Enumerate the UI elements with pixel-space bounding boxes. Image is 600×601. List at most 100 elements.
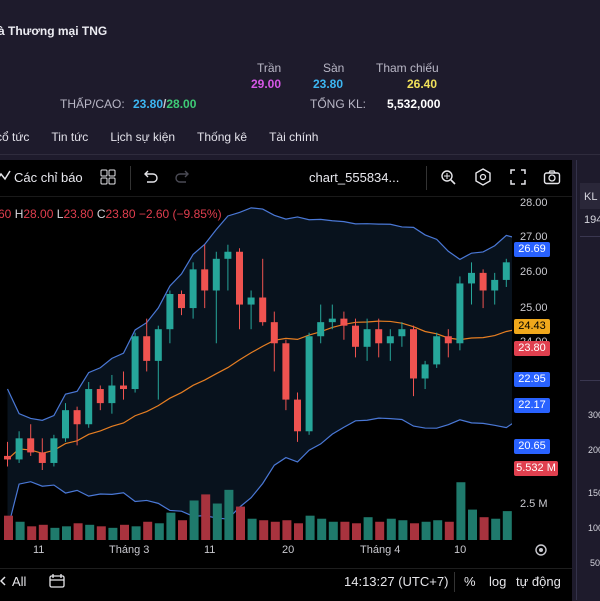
candle-body bbox=[282, 343, 290, 400]
ohlc-change: −2.60 (−9.85%) bbox=[138, 207, 222, 221]
volume-bar bbox=[27, 526, 37, 540]
low-high-label: THẤP/CAO: bbox=[60, 97, 125, 111]
panel-tick: 100 bbox=[588, 523, 600, 533]
clock-display[interactable]: 14:13:27 (UTC+7) bbox=[344, 574, 449, 589]
candle-body bbox=[340, 318, 348, 326]
undo-icon[interactable] bbox=[141, 168, 159, 186]
volume-bar bbox=[201, 494, 211, 540]
ohlc-high-label: H bbox=[14, 207, 24, 221]
log-toggle[interactable]: log bbox=[489, 574, 507, 589]
volume-bar bbox=[38, 524, 48, 540]
volume-bar bbox=[224, 489, 234, 540]
volume-badge: 5.532 M bbox=[514, 461, 558, 476]
chart-name[interactable]: chart_555834... bbox=[309, 170, 400, 185]
volume-bar bbox=[479, 517, 489, 540]
y-tick: 25.00 bbox=[520, 302, 548, 314]
volume-bar bbox=[85, 524, 95, 540]
candle-body bbox=[85, 389, 93, 425]
low-high-values: 23.80/28.00 bbox=[133, 97, 196, 111]
indicators-button[interactable]: Các chỉ báo bbox=[14, 170, 83, 185]
floor-value: 23.80 bbox=[313, 77, 344, 91]
auto-scale-toggle[interactable]: tự động bbox=[516, 574, 561, 589]
divider bbox=[0, 154, 600, 155]
candle-body bbox=[433, 336, 441, 365]
panel-tick: 300 bbox=[588, 410, 600, 420]
crosshair-icon[interactable] bbox=[439, 168, 457, 186]
price-badge: 23.80 bbox=[514, 341, 550, 356]
tab-news[interactable]: Tin tức bbox=[51, 130, 89, 144]
bollinger-band-fill bbox=[7, 207, 512, 530]
volume-bar bbox=[50, 527, 60, 540]
bollinger-upper-line bbox=[6, 207, 512, 421]
settings-hex-icon[interactable] bbox=[474, 168, 492, 186]
candle-body bbox=[305, 336, 313, 432]
candle-body bbox=[212, 258, 220, 291]
candle-body bbox=[328, 318, 336, 323]
volume-bar bbox=[131, 526, 141, 540]
bollinger-lower-line bbox=[6, 417, 512, 530]
candle-body bbox=[410, 329, 417, 379]
toolbar-separator bbox=[130, 166, 131, 190]
y-tick: 27.00 bbox=[520, 231, 548, 243]
redo-icon[interactable] bbox=[174, 168, 192, 186]
candle-body bbox=[38, 452, 46, 463]
candle-body bbox=[270, 322, 278, 344]
candle-body bbox=[108, 385, 116, 404]
ceiling-label: Trần bbox=[257, 61, 282, 75]
tab-financials[interactable]: Tài chính bbox=[269, 130, 319, 144]
range-all-button[interactable]: All bbox=[12, 574, 27, 589]
volume-bar bbox=[444, 521, 454, 540]
candle-body bbox=[143, 336, 151, 361]
tab-events[interactable]: Lịch sự kiện bbox=[110, 130, 176, 144]
candle-body bbox=[421, 364, 429, 379]
x-tick: 20 bbox=[282, 544, 295, 556]
reference-label: Tham chiếu bbox=[376, 61, 439, 75]
panel-header bbox=[580, 183, 600, 209]
volume-bar bbox=[73, 523, 83, 540]
camera-icon[interactable] bbox=[543, 168, 561, 186]
candle-body bbox=[247, 297, 255, 305]
volume-bar bbox=[340, 521, 350, 540]
x-tick: 10 bbox=[454, 544, 467, 556]
volume-bar bbox=[178, 520, 187, 540]
date-range-icon[interactable] bbox=[48, 572, 66, 590]
percent-toggle[interactable]: % bbox=[464, 574, 476, 589]
fullscreen-icon[interactable] bbox=[509, 168, 527, 186]
candle-body bbox=[120, 385, 127, 390]
volume-bar bbox=[154, 523, 164, 540]
volume-bar bbox=[328, 521, 338, 540]
candle-body bbox=[62, 410, 69, 439]
layout-grid-icon[interactable] bbox=[99, 168, 117, 186]
reference-value: 26.40 bbox=[407, 77, 438, 91]
ohlc-close: 23.80 bbox=[105, 207, 136, 221]
indicators-icon[interactable] bbox=[0, 168, 12, 186]
candle-body bbox=[4, 455, 11, 460]
candle-body bbox=[154, 329, 162, 361]
panel-tick: 200 bbox=[588, 445, 600, 455]
price-chart[interactable] bbox=[0, 196, 512, 540]
candle-body bbox=[398, 329, 406, 337]
low-value: 23.80 bbox=[133, 97, 164, 111]
tab-statistics[interactable]: Thống kê bbox=[197, 130, 248, 144]
x-tick: Tháng 4 bbox=[360, 544, 401, 556]
candle-body bbox=[73, 410, 81, 425]
chevron-left-icon[interactable] bbox=[0, 574, 10, 588]
candle-body bbox=[178, 294, 185, 309]
volume-bar bbox=[236, 506, 245, 540]
panel-tick: 150 bbox=[588, 488, 600, 498]
volume-bar bbox=[468, 509, 477, 540]
volume-bar bbox=[270, 521, 280, 540]
volume-bar bbox=[456, 482, 466, 540]
volume-bar bbox=[259, 520, 269, 540]
price-badge: 26.69 bbox=[514, 242, 550, 257]
price-badge: 20.65 bbox=[514, 439, 550, 454]
volume-bar bbox=[398, 520, 408, 540]
tab-dividends[interactable]: cổ tức bbox=[0, 130, 30, 144]
axis-settings-icon[interactable] bbox=[533, 542, 549, 558]
ohlc-low-label: L bbox=[56, 207, 64, 221]
moving-average-line bbox=[7, 320, 512, 460]
candle-body bbox=[96, 389, 104, 404]
volume-bar bbox=[375, 521, 385, 540]
price-badge: 22.95 bbox=[514, 372, 550, 387]
candle-body bbox=[166, 294, 174, 330]
